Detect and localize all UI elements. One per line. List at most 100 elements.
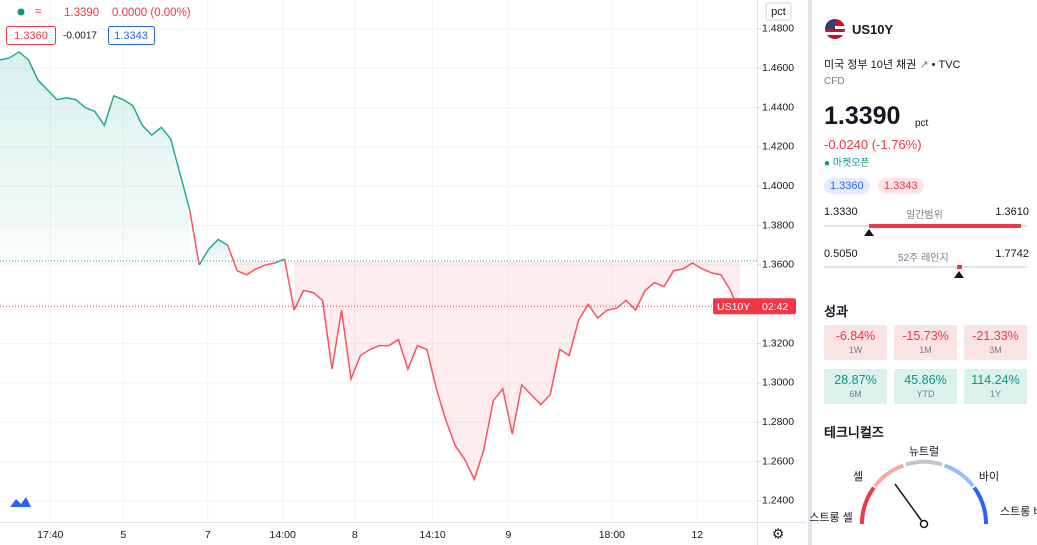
gauge-needle bbox=[894, 483, 925, 525]
x-tick-label: 18:00 bbox=[599, 529, 625, 541]
y-tick-label: 1.2600 bbox=[762, 455, 794, 467]
w52-label: 52주 레인지 bbox=[898, 253, 949, 264]
icon: ≈ bbox=[35, 4, 42, 18]
gauge-arc bbox=[943, 463, 975, 488]
perf-period: 1M bbox=[919, 345, 932, 355]
connector bbox=[226, 245, 238, 272]
bid-box[interactable] bbox=[6, 26, 56, 45]
y-tick-label: 1.2400 bbox=[762, 495, 794, 507]
area bbox=[294, 261, 740, 480]
bid: 1.3360 bbox=[14, 30, 48, 42]
y-tick-label: 1.3000 bbox=[762, 377, 794, 389]
day-label: 일간범위 bbox=[906, 210, 943, 221]
connector bbox=[274, 258, 285, 264]
y-tick-label: 1.3600 bbox=[762, 259, 794, 271]
change: 0.0000 (0.00%) bbox=[112, 7, 191, 19]
symbol: US10Y bbox=[852, 22, 894, 37]
ask-pill: 1.3343 bbox=[878, 178, 924, 194]
gauge-arc bbox=[873, 463, 905, 488]
x-tick-label: 14:10 bbox=[419, 529, 445, 541]
area bbox=[208, 239, 228, 261]
perf-period: 3M bbox=[989, 345, 1002, 355]
gauge-label: 뉴트럴 bbox=[909, 445, 939, 458]
link-icon[interactable]: ↗ bbox=[919, 59, 929, 71]
x-tick-label: 17:40 bbox=[37, 529, 63, 541]
ask: 1.3343 bbox=[114, 30, 148, 42]
gauge-label: 바이 bbox=[979, 470, 999, 483]
side-panel: US10Y 미국 정부 10년 채권 ↗ • TVC CFD 1.3390 pc… bbox=[808, 0, 1037, 545]
line bbox=[293, 262, 741, 482]
day-high: 1.3610 bbox=[995, 206, 1029, 218]
x-tick-label: 8 bbox=[352, 529, 358, 541]
perf-cell[interactable]: -21.33% 3M bbox=[964, 325, 1027, 360]
perf-cell[interactable]: 45.86% YTD bbox=[894, 369, 957, 404]
price-tag-countdown: 02:42 bbox=[762, 301, 788, 313]
status: ● 마켓오픈 bbox=[824, 158, 870, 169]
price-tag bbox=[713, 298, 796, 315]
range-track bbox=[824, 266, 1027, 268]
y-tick-label: 1.4000 bbox=[762, 180, 794, 192]
perf-period: YTD bbox=[916, 389, 935, 399]
gauge-arc bbox=[972, 486, 989, 525]
status-dot bbox=[17, 8, 25, 16]
unit: pct bbox=[915, 118, 929, 129]
logo bbox=[10, 497, 31, 507]
x-tick-label: 5 bbox=[120, 529, 126, 541]
line bbox=[0, 50, 191, 211]
unit-box[interactable] bbox=[765, 2, 792, 21]
perf-cell[interactable]: 28.87% 6M bbox=[824, 369, 887, 404]
connector bbox=[283, 258, 295, 311]
flag bbox=[825, 19, 845, 39]
y-tick-label: 1.4200 bbox=[762, 141, 794, 153]
perf-cell[interactable]: -15.73% 1M bbox=[894, 325, 957, 360]
spread: -0.0017 bbox=[63, 31, 97, 42]
tech-title: 테크니컬즈 bbox=[824, 425, 884, 440]
y-tick-label: 1.4600 bbox=[762, 62, 794, 74]
perf-period: 6M bbox=[849, 389, 862, 399]
perf-value: -15.73% bbox=[902, 329, 949, 343]
gauge-hub bbox=[919, 519, 929, 529]
kind: CFD bbox=[824, 76, 845, 87]
range-fill bbox=[869, 224, 1021, 228]
gauge-label: 스트롱 셀 bbox=[809, 511, 853, 524]
x-tick-label: 12 bbox=[691, 529, 703, 541]
y-unit: pct bbox=[771, 6, 786, 18]
perf-period: 1W bbox=[848, 345, 863, 355]
connector bbox=[198, 248, 210, 266]
perf-value: -21.33% bbox=[972, 329, 1019, 343]
connector bbox=[188, 209, 200, 266]
area bbox=[0, 51, 190, 262]
range-fill bbox=[957, 265, 962, 269]
logo-bg[interactable] bbox=[6, 490, 34, 514]
perf-period: 1Y bbox=[989, 389, 1001, 399]
perf-value: 45.86% bbox=[904, 373, 947, 387]
perf-value: 28.87% bbox=[834, 373, 877, 387]
gauge-label: 스트롱 바이 bbox=[1000, 505, 1037, 518]
y-tick-label: 1.3200 bbox=[762, 337, 794, 349]
perf-cell[interactable]: -6.84% 1W bbox=[824, 325, 887, 360]
description-text: 미국 정부 10년 채권 bbox=[824, 59, 917, 71]
settings-icon[interactable]: ⚙ bbox=[772, 526, 785, 542]
gauge-arc bbox=[905, 459, 943, 467]
range-marker bbox=[864, 229, 874, 236]
range-marker bbox=[954, 271, 964, 278]
gauge-arc bbox=[859, 486, 876, 525]
ask-box[interactable] bbox=[108, 26, 155, 45]
last-price: 1.3390 bbox=[64, 7, 99, 19]
x-tick-label: 9 bbox=[506, 529, 512, 541]
perf-cell[interactable]: 114.24% 1Y bbox=[964, 369, 1027, 404]
source: TVC bbox=[938, 59, 961, 71]
x-tick-label: 7 bbox=[205, 529, 211, 541]
description: 미국 정부 10년 채권 ↗ • TVC bbox=[824, 59, 961, 71]
gauge: 뉴트럴 셀 바이 스트롱 셀 스트롱 바이 bbox=[809, 445, 1037, 529]
gauge-label: 셀 bbox=[853, 470, 863, 483]
price-tag-symbol: US10Y bbox=[717, 301, 750, 313]
perf-value: 114.24% bbox=[971, 373, 1020, 387]
y-tick-label: 1.3800 bbox=[762, 219, 794, 231]
change: -0.0240 (-1.76%) bbox=[824, 137, 922, 152]
line bbox=[208, 238, 229, 250]
status-text: 마켓오픈 bbox=[832, 158, 870, 169]
y-tick-label: 1.2800 bbox=[762, 416, 794, 428]
y-tick-label: 1.4400 bbox=[762, 101, 794, 113]
